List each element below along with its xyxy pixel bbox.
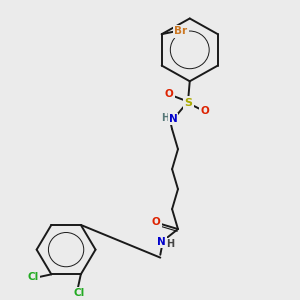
- Text: S: S: [184, 98, 192, 108]
- Text: O: O: [152, 217, 160, 227]
- Text: O: O: [200, 106, 209, 116]
- Text: O: O: [165, 89, 173, 99]
- Text: Cl: Cl: [74, 288, 85, 298]
- Text: N: N: [169, 114, 177, 124]
- Text: H: H: [166, 239, 174, 249]
- Text: Cl: Cl: [27, 272, 38, 282]
- Text: H: H: [161, 113, 169, 123]
- Text: Br: Br: [174, 26, 188, 36]
- Text: N: N: [158, 237, 166, 247]
